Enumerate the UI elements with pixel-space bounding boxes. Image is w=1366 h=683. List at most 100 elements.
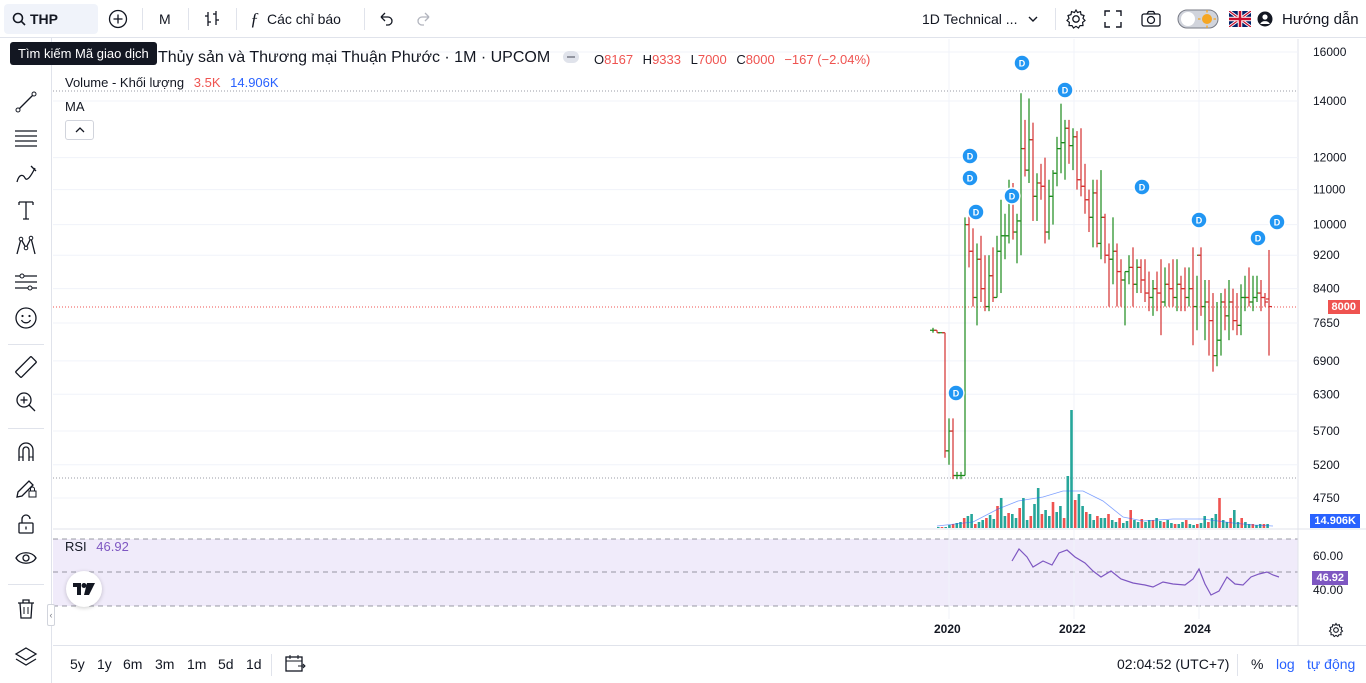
pattern-tool[interactable] <box>12 232 40 260</box>
indicators-button[interactable]: ƒ Các chỉ báo <box>250 0 341 38</box>
language-button[interactable] <box>1229 0 1251 38</box>
collapse-toolbar-button[interactable]: ‹ <box>47 604 55 626</box>
undo-button[interactable] <box>377 0 395 38</box>
search-icon <box>12 12 26 26</box>
volume-bar <box>1096 516 1099 528</box>
percent-toggle[interactable]: % <box>1251 656 1264 672</box>
volume-bar <box>1133 520 1136 528</box>
price-axis-label: 8400 <box>1313 282 1340 296</box>
volume-bar <box>1070 410 1073 528</box>
hide-drawings-button[interactable] <box>12 544 40 572</box>
volume-bar <box>1233 510 1236 528</box>
price-axis-label: 16000 <box>1313 45 1347 59</box>
dividend-marker <box>1003 187 1021 205</box>
volume-bar <box>977 522 981 528</box>
emoji-tool[interactable] <box>12 304 40 332</box>
chart-canvas[interactable]: D D D D D D D D D D D 16000 14000 12000 11000 10000 920… <box>53 39 1366 645</box>
lock-all-button[interactable] <box>12 510 40 538</box>
gear-icon <box>1328 622 1344 638</box>
ma-legend[interactable]: MA <box>65 99 85 114</box>
zoom-tool[interactable] <box>12 388 40 416</box>
range-6m[interactable]: 6m <box>123 656 143 672</box>
range-1m[interactable]: 1m <box>187 656 207 672</box>
legend-menu-button[interactable] <box>563 51 579 66</box>
dividend-marker-label: D <box>1255 234 1262 244</box>
chart-settings-button[interactable] <box>1328 622 1344 643</box>
grid <box>53 39 1298 619</box>
object-tree-button[interactable] <box>12 643 40 671</box>
volume-ma-line <box>936 490 1274 527</box>
lock-drawing-mode[interactable] <box>12 474 40 502</box>
volume-bar <box>988 515 992 528</box>
fullscreen-button[interactable] <box>1103 0 1123 38</box>
range-5d[interactable]: 5d <box>218 656 234 672</box>
volume-bar <box>1262 524 1266 528</box>
fib-tool[interactable] <box>12 124 40 152</box>
screenshot-button[interactable] <box>1140 0 1162 38</box>
volume-bar <box>1048 516 1051 528</box>
range-5y[interactable]: 5y <box>70 656 85 672</box>
dividend-marker <box>1056 81 1074 99</box>
layout-dropdown[interactable]: 1D Technical ... <box>922 0 1039 38</box>
theme-toggle[interactable] <box>1177 0 1221 38</box>
clock[interactable]: 02:04:52 (UTC+7) <box>1117 656 1230 672</box>
rsi-legend[interactable]: RSI 46.92 <box>65 539 129 554</box>
tradingview-logo[interactable] <box>66 571 102 607</box>
volume-bar <box>959 522 962 528</box>
volume-bar <box>940 527 944 528</box>
prediction-tool[interactable] <box>12 268 40 296</box>
chart-type-button[interactable] <box>202 0 222 38</box>
volume-bar <box>1114 522 1118 528</box>
magnet-tool[interactable] <box>12 438 40 466</box>
volume-bar <box>1144 522 1147 528</box>
volume-bar <box>1092 520 1095 528</box>
collapse-legend-button[interactable] <box>65 120 94 140</box>
symbol-search[interactable]: THP <box>4 4 98 34</box>
prediction-icon <box>15 273 37 291</box>
settings-button[interactable] <box>1065 0 1087 38</box>
volume-bar <box>1003 516 1007 528</box>
smiley-icon <box>15 307 37 329</box>
brush-tool[interactable] <box>12 160 40 188</box>
chart-area[interactable]: D D D D D D D D D D D 16000 14000 12000 11000 10000 920… <box>47 39 1366 645</box>
rsi-band <box>53 539 1298 606</box>
help-button[interactable]: Hướng dẫn <box>1257 0 1359 38</box>
price-axis: 16000 14000 12000 11000 10000 9200 8400 7650 690… <box>1313 45 1347 597</box>
range-3m[interactable]: 3m <box>155 656 175 672</box>
time-label-2024: 2024 <box>1184 622 1211 636</box>
symbol-label: THP <box>30 11 58 27</box>
volume-label: Volume - Khối lượng <box>65 75 185 90</box>
redo-button[interactable] <box>415 0 433 38</box>
current-price-tag: 8000 <box>1327 300 1360 314</box>
measure-tool[interactable] <box>12 353 40 381</box>
text-tool[interactable] <box>12 196 40 224</box>
log-toggle[interactable]: log <box>1276 656 1295 672</box>
close-value: 8000 <box>745 52 775 67</box>
trash-icon <box>18 599 34 619</box>
volume-legend[interactable]: Volume - Khối lượng 3.5K 14.906K <box>65 75 279 90</box>
volume-bar <box>1173 524 1177 528</box>
trend-line-tool[interactable] <box>12 88 40 116</box>
volume-bar <box>1077 494 1081 528</box>
volume-bar <box>1007 513 1010 528</box>
fullscreen-icon <box>1104 10 1122 28</box>
dividend-marker <box>947 384 965 402</box>
compare-button[interactable] <box>108 0 128 38</box>
dividend-marker <box>1133 178 1151 196</box>
volume-bar <box>1107 514 1110 528</box>
unlock-icon <box>18 514 34 534</box>
volume-bar <box>1162 522 1166 528</box>
dividend-marker <box>961 169 979 187</box>
goto-date-button[interactable] <box>284 654 306 677</box>
volume-bar <box>1099 518 1103 528</box>
range-1y[interactable]: 1y <box>97 656 112 672</box>
price-axis-label: 12000 <box>1313 151 1347 165</box>
volume-bar <box>966 516 970 528</box>
interval-button[interactable]: M <box>159 11 171 27</box>
time-label-2022: 2022 <box>1059 622 1086 636</box>
volume-bar <box>1036 488 1040 528</box>
auto-toggle[interactable]: tự động <box>1307 656 1356 672</box>
range-1d[interactable]: 1d <box>246 656 262 672</box>
remove-drawings-button[interactable] <box>12 595 40 623</box>
volume-bar <box>1081 506 1084 528</box>
